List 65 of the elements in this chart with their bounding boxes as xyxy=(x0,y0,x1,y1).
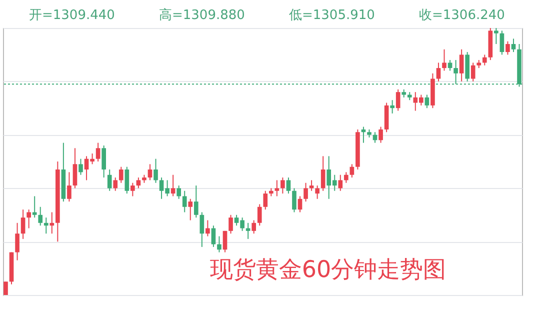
candlestick xyxy=(500,30,504,56)
candlestick xyxy=(286,177,291,194)
candlestick xyxy=(482,54,487,66)
candlestick xyxy=(102,144,106,178)
candlestick xyxy=(26,209,31,229)
candlestick xyxy=(96,142,100,162)
candlestick xyxy=(136,177,141,189)
candlestick xyxy=(176,185,181,200)
candlestick xyxy=(274,180,280,197)
candlestick xyxy=(217,236,222,253)
candlestick xyxy=(298,196,302,213)
text: 现货黄金60分钟走势图 xyxy=(210,257,446,283)
candlestick xyxy=(511,38,516,53)
candlestick xyxy=(78,158,83,176)
candlestick xyxy=(222,230,228,253)
candlestick xyxy=(470,62,476,82)
candlestick xyxy=(378,126,383,144)
candlestick xyxy=(20,209,26,240)
candlestick xyxy=(170,174,176,197)
candlestick xyxy=(459,48,464,82)
candlestick xyxy=(263,190,268,210)
text: 开=1309.440 xyxy=(29,8,115,23)
candlestick xyxy=(257,204,262,226)
candlestick xyxy=(211,225,216,248)
candlestick xyxy=(107,169,112,192)
candlestick xyxy=(424,94,430,109)
candlestick xyxy=(4,281,8,296)
candlestick xyxy=(32,196,37,218)
candlestick xyxy=(320,156,326,192)
candlestick xyxy=(292,188,296,213)
text: 收=1306.240 xyxy=(419,8,505,23)
candlestick xyxy=(436,62,441,82)
candlestick xyxy=(130,182,135,197)
candlestick xyxy=(15,222,20,261)
candlestick xyxy=(448,60,452,72)
candlestick xyxy=(280,177,285,194)
candlestick xyxy=(304,182,308,202)
candlestick xyxy=(44,217,48,234)
candlestick xyxy=(182,190,187,213)
candlestick xyxy=(67,172,72,202)
candlestick xyxy=(200,212,204,248)
candlestick xyxy=(118,166,124,184)
candlestick xyxy=(252,220,256,234)
candlestick xyxy=(396,88,400,112)
candlestick xyxy=(344,172,348,184)
candlestick xyxy=(124,166,130,194)
candlestick xyxy=(206,220,210,237)
candlestick xyxy=(50,212,54,234)
candlestick xyxy=(390,100,394,114)
candlestick xyxy=(442,48,446,72)
candlestick xyxy=(228,214,233,234)
candlestick xyxy=(188,198,193,221)
candlestick xyxy=(315,185,320,200)
candlestick xyxy=(38,206,43,226)
candlestick xyxy=(154,158,158,184)
candlestick xyxy=(194,185,198,218)
candlestick xyxy=(148,164,152,181)
candlestick xyxy=(350,164,354,178)
text: 低=1305.910 xyxy=(289,8,375,23)
candlestick xyxy=(506,40,510,56)
candlestick xyxy=(72,148,78,189)
text: 高=1309.880 xyxy=(159,7,245,23)
candlestick xyxy=(338,174,343,192)
candlestick xyxy=(113,177,118,192)
candlestick xyxy=(494,28,498,45)
